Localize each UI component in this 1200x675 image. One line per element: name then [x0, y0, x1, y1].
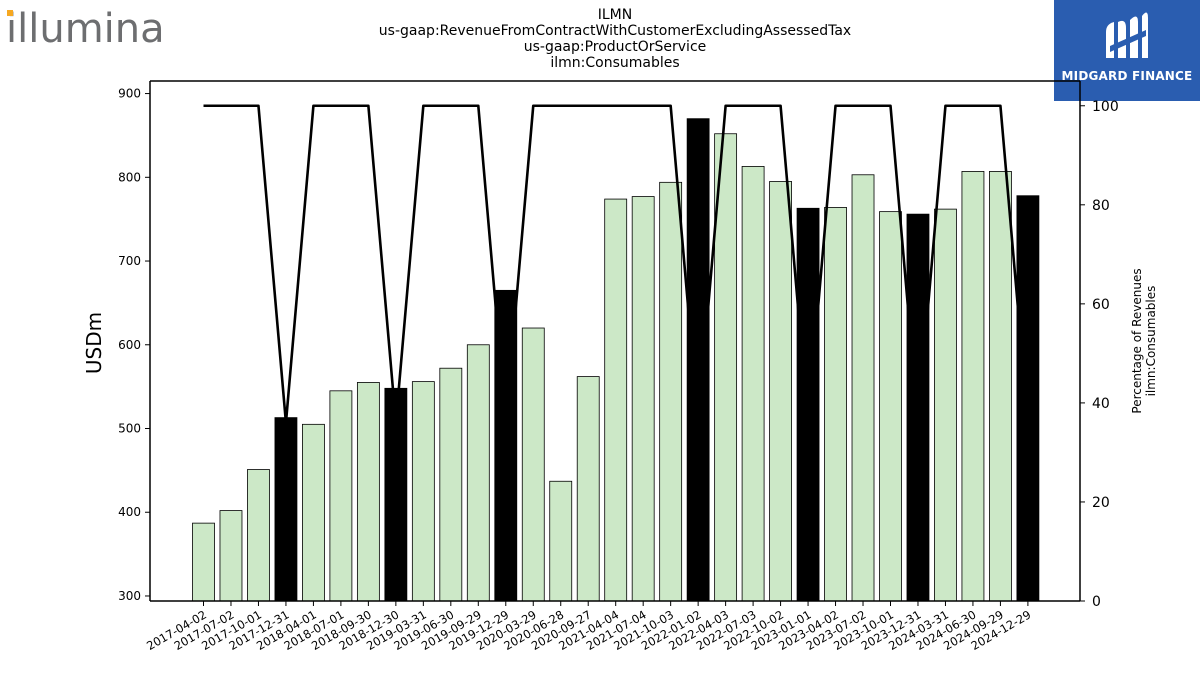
illumina-logo-text: illumina	[6, 6, 165, 52]
bar	[439, 367, 463, 602]
y2-axis-label-line: Percentage of Revenues	[1130, 268, 1144, 413]
chart-title-line: us-gaap:RevenueFromContractWithCustomerE…	[378, 23, 852, 39]
bar	[851, 174, 875, 602]
bar	[411, 381, 435, 602]
bar	[219, 510, 243, 602]
chart-title-line: ILMN	[597, 7, 633, 23]
y-tick-label: 700	[118, 254, 141, 268]
bar	[906, 213, 930, 602]
bar	[631, 196, 655, 602]
bar	[769, 181, 792, 602]
percentage-line	[203, 104, 1030, 425]
bar	[466, 344, 490, 602]
bar	[576, 376, 600, 602]
y2-tick-label: 20	[1092, 495, 1110, 511]
midgard-logo-mark	[1106, 12, 1148, 59]
bar	[741, 166, 765, 602]
plot-frame	[149, 80, 1081, 602]
right-axis: 0 20 40 60 80 100	[1080, 99, 1119, 610]
chart-title-line: us-gaap:ProductOrService	[523, 39, 707, 55]
bar	[879, 211, 902, 602]
bar	[356, 382, 380, 602]
y2-axis-label: Percentage of Revenues ilmn:Consumables	[1130, 268, 1158, 413]
y2-tick-label: 60	[1092, 297, 1110, 313]
bar	[247, 469, 270, 602]
y-axis-label: USDm	[82, 312, 106, 374]
y-tick-label: 300	[118, 589, 141, 603]
y2-tick-label: 100	[1092, 99, 1119, 115]
bar	[521, 327, 545, 602]
bar-series	[192, 118, 1040, 602]
y-tick-label: 600	[118, 338, 141, 352]
chart-title-line: ilmn:Consumables	[550, 55, 680, 71]
line-series-layer	[203, 104, 1030, 425]
bar	[961, 171, 985, 602]
illumina-logo: illumina	[4, 2, 179, 52]
bar	[274, 417, 298, 602]
y-tick-label: 500	[118, 422, 141, 436]
bar	[824, 207, 847, 602]
bar	[989, 171, 1012, 602]
y2-tick-label: 40	[1092, 396, 1110, 412]
bar	[329, 390, 353, 602]
y-tick-label: 400	[118, 505, 141, 519]
left-axis: 300 400 500 600 700 800 900	[118, 87, 150, 603]
bar	[604, 198, 628, 602]
bar	[659, 181, 683, 602]
y2-tick-label: 0	[1092, 594, 1101, 610]
bar	[302, 423, 325, 602]
chart-title: ILMN us-gaap:RevenueFromContractWithCust…	[315, 7, 915, 71]
y-tick-label: 900	[118, 87, 141, 101]
bar	[1016, 195, 1040, 602]
midgard-logo-text: MIDGARD FINANCE	[1061, 69, 1193, 83]
y2-tick-label: 80	[1092, 198, 1110, 214]
y-tick-label: 800	[118, 170, 141, 184]
bar	[686, 118, 710, 602]
bar	[192, 522, 215, 602]
illumina-logo-dot	[7, 10, 13, 16]
y2-axis-label-line: ilmn:Consumables	[1144, 286, 1158, 397]
midgard-finance-logo: MIDGARD FINANCE	[1054, 0, 1200, 101]
bar	[549, 480, 573, 602]
bar	[796, 207, 820, 602]
x-axis: 2017-04-022017-07-022017-10-012017-12-31…	[144, 601, 1033, 653]
bar	[934, 208, 957, 602]
